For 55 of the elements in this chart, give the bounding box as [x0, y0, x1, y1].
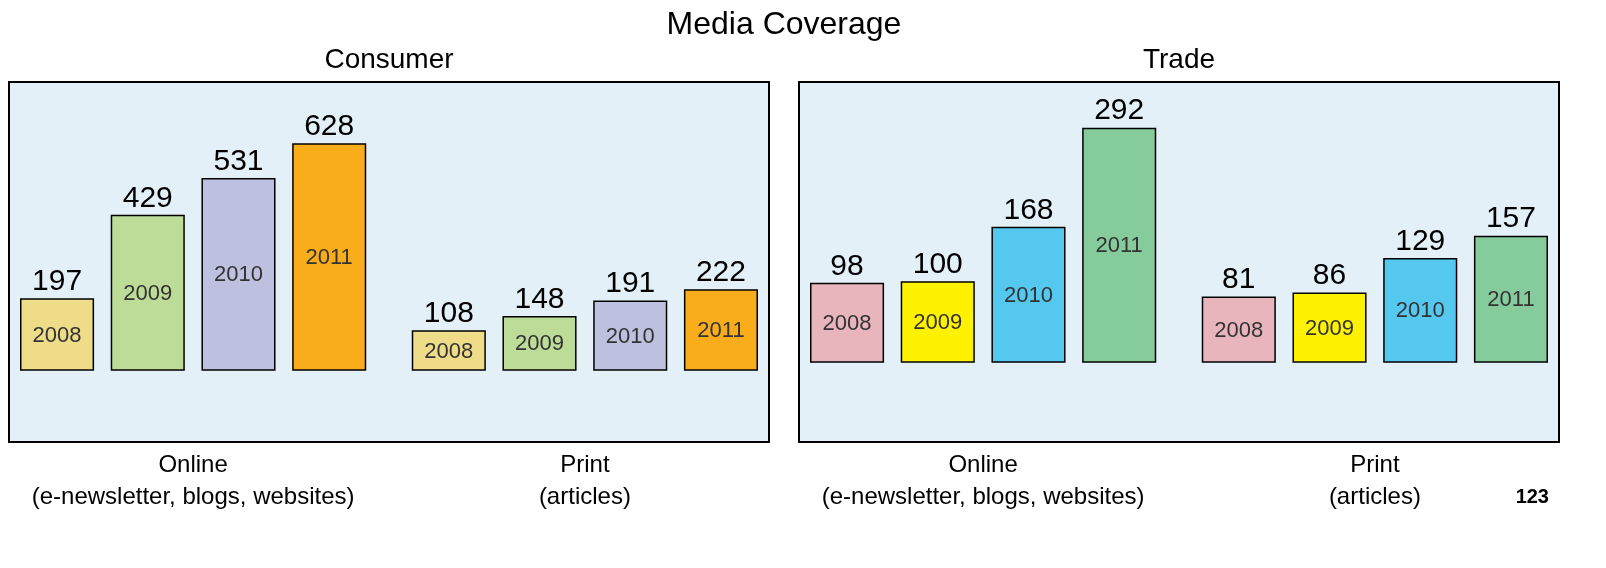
bar	[900, 281, 975, 363]
series-label: 2010	[1004, 281, 1053, 307]
x-tick-label: Print (articles)	[538, 449, 631, 509]
data-label: 429	[122, 179, 173, 213]
text: 2010	[1395, 297, 1445, 323]
text: 123	[1515, 485, 1549, 507]
chart-subtitle: Trade	[1142, 43, 1216, 74]
text: 2011	[697, 317, 745, 343]
bar	[1292, 292, 1367, 363]
series-label: 2011	[1095, 232, 1143, 258]
data-label: 129	[1395, 222, 1446, 256]
series-label: 2008	[822, 309, 872, 335]
text: 2009	[123, 279, 173, 305]
data-label: 222	[695, 254, 746, 288]
data-label: 628	[304, 107, 355, 141]
text: 2011	[1487, 286, 1535, 312]
text: 2008	[1214, 316, 1264, 342]
bar	[1201, 296, 1276, 363]
bar	[110, 214, 185, 371]
series-label: 2008	[424, 337, 474, 363]
data-label: 100	[912, 246, 963, 279]
data-label: 531	[213, 142, 264, 176]
series-label: 2011	[305, 243, 353, 269]
bar	[1383, 258, 1458, 363]
text: 2009	[1305, 314, 1354, 340]
data-label: 292	[1094, 92, 1145, 126]
text: 2010	[214, 261, 263, 287]
series-label: 2009	[515, 330, 564, 356]
data-label: 157	[1485, 200, 1536, 234]
text: 2008	[32, 321, 82, 347]
x-tick-label: Print (articles)	[1328, 449, 1421, 509]
data-label: 108	[423, 295, 474, 329]
bar	[502, 315, 577, 371]
bar	[292, 143, 367, 371]
bar	[991, 226, 1066, 363]
x-tick-label: Online (e-newsletter, blogs, websites)	[31, 449, 355, 509]
chart-subtitle: Consumer	[324, 43, 454, 74]
chart-title: Media Coverage	[666, 5, 902, 41]
series-label: 2009	[913, 309, 963, 334]
series-label: 2010	[605, 322, 655, 348]
x-tick-label: Online (e-newsletter, blogs, websites)	[821, 449, 1145, 509]
data-label: 191	[605, 265, 656, 299]
bar	[20, 298, 95, 371]
bar	[593, 300, 668, 371]
bar	[201, 178, 276, 371]
bar	[683, 289, 758, 371]
bar	[1473, 235, 1548, 363]
data-label: 81	[1222, 261, 1256, 295]
bar	[810, 282, 885, 363]
data-label: 168	[1003, 191, 1054, 225]
data-label: 86	[1312, 257, 1347, 291]
data-label: 148	[514, 280, 565, 314]
data-label: 98	[830, 247, 864, 281]
bar	[1082, 127, 1157, 363]
data-label: 197	[32, 263, 83, 297]
